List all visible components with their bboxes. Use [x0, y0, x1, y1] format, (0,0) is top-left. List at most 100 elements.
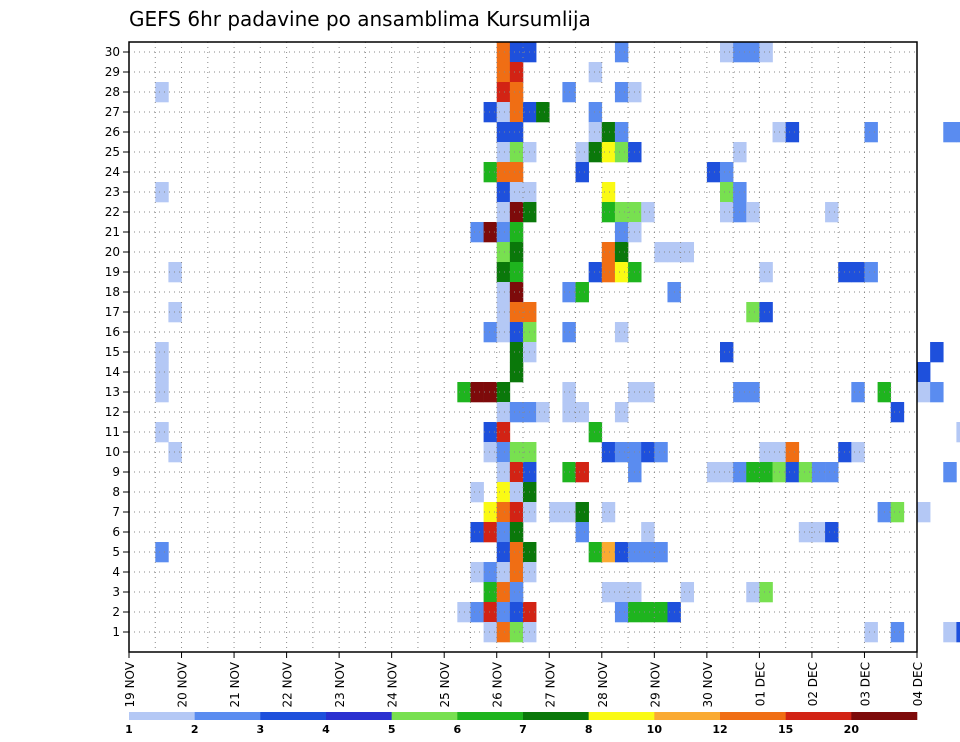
y-tick-label: 16 — [105, 325, 120, 339]
legend-label: 8 — [585, 723, 593, 736]
heatmap-cell — [759, 262, 773, 283]
heatmap-cell — [496, 482, 511, 503]
heatmap-cell — [720, 42, 734, 63]
heatmap-cell — [496, 222, 511, 243]
x-tick-label: 23 NOV — [333, 661, 347, 707]
y-tick-label: 29 — [105, 65, 120, 79]
x-tick-label: 26 NOV — [491, 661, 505, 707]
heatmap-cell — [601, 242, 616, 263]
heatmap-cell — [917, 382, 931, 403]
heatmap-cell — [601, 582, 616, 603]
y-tick-label: 20 — [105, 245, 120, 259]
heatmap-cell — [496, 182, 511, 203]
heatmap-cell — [614, 582, 629, 603]
heatmap-cell — [496, 242, 511, 263]
heatmap-cell — [509, 162, 524, 183]
chart-title: GEFS 6hr padavine po ansamblima Kursumli… — [129, 7, 591, 31]
heatmap-cell — [614, 542, 629, 563]
heatmap-cell — [641, 202, 655, 223]
y-tick-label: 19 — [105, 265, 120, 279]
heatmap-cell — [614, 222, 629, 243]
heatmap-cell — [720, 162, 734, 183]
heatmap-cell — [496, 382, 511, 403]
heatmap-cell — [720, 182, 734, 203]
heatmap-cell — [588, 62, 603, 83]
legend-label: 5 — [388, 723, 396, 736]
heatmap-cell — [614, 442, 629, 463]
heatmap-cell — [496, 62, 511, 83]
heatmap-cell — [496, 102, 511, 123]
y-tick-label: 7 — [112, 505, 120, 519]
heatmap-cell — [956, 122, 960, 143]
heatmap-cell — [155, 82, 169, 103]
legend-label: 15 — [778, 723, 793, 736]
heatmap-cell — [496, 502, 511, 523]
heatmap-cell — [483, 382, 498, 403]
heatmap-cell — [917, 502, 931, 523]
heatmap-cell — [496, 302, 511, 323]
x-tick-label: 19 NOV — [123, 661, 137, 707]
heatmap-cell — [588, 142, 603, 163]
heatmap-cell — [168, 262, 182, 283]
heatmap-cell — [825, 462, 839, 483]
heatmap-cell — [575, 502, 589, 523]
y-tick-label: 18 — [105, 285, 120, 299]
y-tick-label: 15 — [105, 345, 120, 359]
heatmap-cell — [470, 562, 484, 583]
heatmap-cell — [811, 522, 826, 543]
heatmap-cell — [654, 242, 668, 263]
x-tick-label: 28 NOV — [596, 661, 610, 707]
heatmap-cell — [614, 142, 629, 163]
legend-swatch — [326, 712, 392, 720]
heatmap-cell — [509, 82, 524, 103]
x-tick-label: 02 DEC — [806, 662, 820, 706]
heatmap-cell — [956, 422, 960, 443]
legend-label: 12 — [712, 723, 727, 736]
heatmap-cell — [798, 522, 813, 543]
heatmap-cell — [509, 462, 524, 483]
y-tick-label: 28 — [105, 85, 120, 99]
heatmap-cell — [509, 102, 524, 123]
legend-label: 2 — [191, 723, 199, 736]
heatmap-cell — [614, 82, 629, 103]
heatmap-cell — [509, 522, 524, 543]
heatmap-cell — [155, 182, 169, 203]
heatmap-cell — [654, 442, 668, 463]
heatmap-cell — [588, 262, 603, 283]
heatmap-cell — [483, 162, 498, 183]
heatmap-cell — [759, 42, 773, 63]
heatmap-cell — [851, 442, 865, 463]
heatmap-cell — [614, 42, 629, 63]
legend-swatch — [391, 712, 458, 720]
heatmap-cell — [168, 302, 182, 323]
heatmap-cell — [509, 202, 524, 223]
heatmap-cell — [470, 382, 484, 403]
legend-label: 4 — [322, 723, 330, 736]
legend-swatch — [654, 712, 721, 720]
heatmap-cell — [483, 222, 498, 243]
y-tick-label: 23 — [105, 185, 120, 199]
heatmap-cell — [496, 322, 511, 343]
heatmap-cell — [483, 562, 498, 583]
y-tick-label: 26 — [105, 125, 120, 139]
heatmap-cell — [509, 222, 524, 243]
heatmap-cell — [785, 462, 800, 483]
color-legend: 1 2 3 4 5 6 7 8 10 12 15 20 — [125, 712, 918, 736]
heatmap-cell — [641, 542, 655, 563]
x-tick-label: 20 NOV — [176, 661, 190, 707]
y-tick-label: 2 — [112, 605, 120, 619]
heatmap-cell — [509, 302, 524, 323]
legend-swatch — [457, 712, 524, 720]
heatmap-cell — [614, 202, 629, 223]
heatmap-cell — [483, 322, 498, 343]
heatmap-cell — [811, 462, 826, 483]
legend-label: 7 — [519, 723, 527, 736]
y-tick-label: 13 — [105, 385, 120, 399]
heatmap-cell — [890, 622, 905, 643]
y-tick-label: 25 — [105, 145, 120, 159]
heatmap-cell — [746, 302, 760, 323]
heatmap-cell — [509, 242, 524, 263]
heatmap-cell — [509, 442, 524, 463]
y-tick-label: 21 — [105, 225, 120, 239]
